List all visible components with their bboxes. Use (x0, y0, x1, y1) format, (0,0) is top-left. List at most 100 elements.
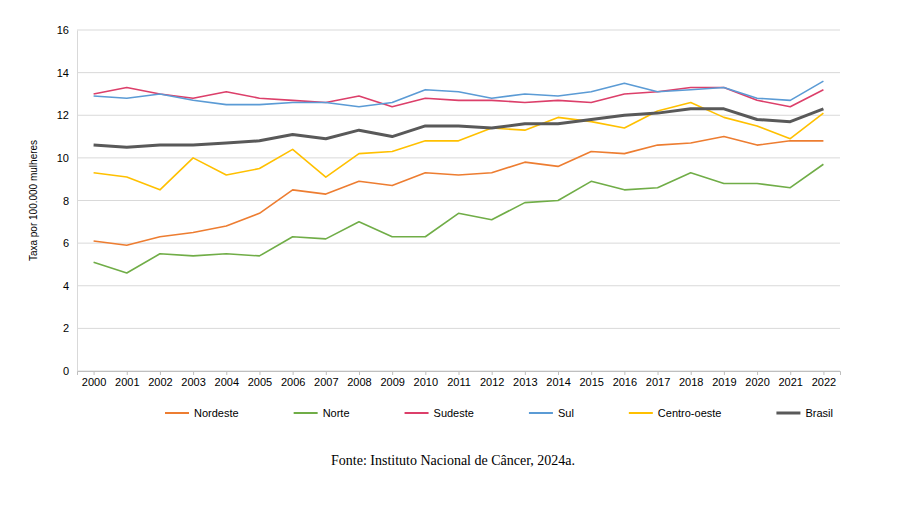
y-axis: 0 2 4 6 8 10 12 14 16 (57, 24, 78, 377)
x-tick-mark (525, 371, 526, 375)
x-tick-label: 2016 (613, 376, 637, 388)
x-axis-line (78, 372, 841, 376)
y-tick: 14 (57, 67, 77, 79)
x-tick-mark (790, 371, 791, 375)
legend-label: Brasil (805, 407, 833, 419)
x-tick-label: 2004 (215, 376, 239, 388)
chart: 0246810121416200020012002200320042005200… (0, 0, 906, 509)
y-tick: 12 (57, 109, 77, 121)
y-axis-title: Taxa por 100.000 mulheres (28, 140, 39, 261)
y-tick-label: 12 (57, 109, 69, 121)
x-tick-mark (392, 371, 393, 375)
lines (94, 81, 824, 273)
y-tick-label: 2 (63, 322, 69, 334)
legend-swatch (529, 412, 553, 414)
series-line (94, 81, 824, 107)
y-tick: 16 (57, 24, 77, 36)
x-tick-mark (226, 371, 227, 375)
x-tick: 2021 (778, 371, 802, 388)
x-tick-label: 2003 (181, 376, 205, 388)
x-tick: 2007 (314, 371, 338, 388)
legend-item: Sudeste (405, 407, 474, 419)
grid-line (77, 243, 840, 244)
x-tick: 2014 (546, 371, 570, 388)
legend-swatch (629, 412, 653, 414)
legend-label: Centro-oeste (658, 407, 722, 419)
legend-item: Brasil (776, 407, 833, 419)
grid-line (77, 157, 840, 158)
x-tick: 2004 (215, 371, 239, 388)
x-tick-mark (160, 371, 161, 375)
x-tick-label: 2019 (712, 376, 736, 388)
x-tick: 2013 (513, 371, 537, 388)
x-tick-label: 2011 (447, 376, 471, 388)
series-line (94, 137, 824, 246)
x-tick: 2001 (115, 371, 139, 388)
grid (77, 30, 840, 371)
x-tick-label: 2018 (679, 376, 703, 388)
x-tick: 2018 (679, 371, 703, 388)
x-tick-label: 2012 (480, 376, 504, 388)
x-tick: 2002 (148, 371, 172, 388)
x-tick: 2010 (414, 371, 438, 388)
x-tick: 2015 (579, 371, 603, 388)
y-tick-label: 16 (57, 24, 69, 36)
x-tick-label: 2000 (82, 376, 106, 388)
x-tick-label: 2009 (380, 376, 404, 388)
x-tick-label: 2021 (778, 376, 802, 388)
x-tick-label: 2017 (646, 376, 670, 388)
x-tick-label: 2013 (513, 376, 537, 388)
y-tick: 4 (63, 280, 77, 292)
y-tick: 8 (63, 195, 77, 207)
legend-item: Norte (294, 407, 350, 419)
x-tick-label: 2005 (248, 376, 272, 388)
y-tick-label: 10 (57, 152, 69, 164)
x-tick-mark (94, 371, 95, 375)
grid-line (77, 72, 840, 73)
x-axis: 2000 2001 2002 2003 2004 2005 2006 2007 2008 2009… (78, 371, 841, 388)
x-tick-label: 2006 (281, 376, 305, 388)
x-tick-mark (591, 371, 592, 375)
legend-swatch (405, 412, 429, 414)
x-tick: 2006 (281, 371, 305, 388)
y-tick-label: 4 (63, 280, 69, 292)
grid-line (77, 285, 840, 286)
series-line (94, 102, 824, 189)
x-tick: 2000 (82, 371, 106, 388)
grid-line (77, 115, 840, 116)
x-tick-label: 2020 (745, 376, 769, 388)
x-tick: 2019 (712, 371, 736, 388)
source-note: Fonte: Instituto Nacional de Câncer, 202… (331, 453, 575, 468)
y-tick-label: 6 (63, 237, 69, 249)
x-tick-mark (757, 371, 758, 375)
legend-item: Sul (529, 407, 574, 419)
x-tick: 2003 (181, 371, 205, 388)
x-tick-label: 2001 (115, 376, 139, 388)
grid-line (77, 328, 840, 329)
x-tick-label: 2007 (314, 376, 338, 388)
y-tick: 2 (63, 322, 77, 334)
x-tick-label: 2010 (414, 376, 438, 388)
x-tick-mark (259, 371, 260, 375)
y-tick: 6 (63, 237, 77, 249)
legend: Nordeste Norte Sudeste Sul Centro-oeste Brasi… (165, 407, 833, 419)
x-tick-mark (624, 371, 625, 375)
x-tick: 2020 (745, 371, 769, 388)
series-line (94, 109, 824, 147)
x-tick-mark (492, 371, 493, 375)
legend-item: Centro-oeste (629, 407, 722, 419)
x-tick-mark (425, 371, 426, 375)
x-tick: 2008 (347, 371, 371, 388)
y-tick-label: 0 (63, 365, 69, 377)
x-tick-mark (326, 371, 327, 375)
legend-label: Nordeste (194, 407, 239, 419)
x-tick: 2011 (447, 371, 471, 388)
x-tick-mark (823, 371, 824, 375)
x-tick-label: 2008 (347, 376, 371, 388)
x-tick-label: 2002 (148, 376, 172, 388)
x-tick-label: 2015 (579, 376, 603, 388)
grid-line (77, 200, 840, 201)
y-tick-label: 14 (57, 67, 69, 79)
x-tick: 2022 (812, 371, 836, 388)
x-tick-mark (127, 371, 128, 375)
